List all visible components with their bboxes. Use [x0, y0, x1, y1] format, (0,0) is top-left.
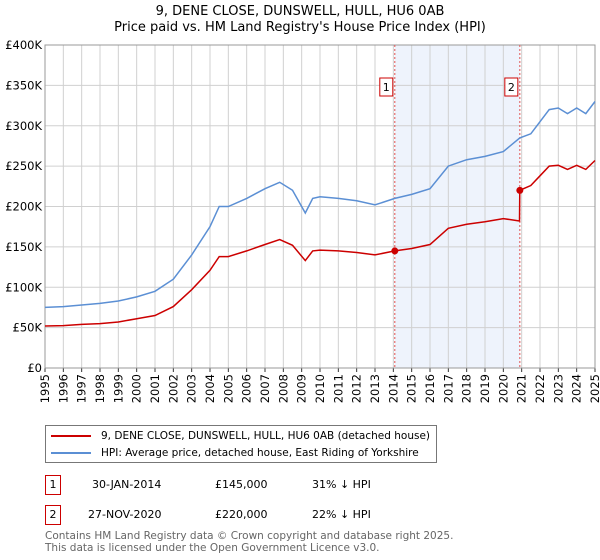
x-tick-label: 2014 [386, 374, 400, 403]
footer: Contains HM Land Registry data © Crown c… [45, 530, 453, 554]
x-tick-label: 2020 [496, 374, 510, 403]
sale-point [391, 247, 399, 255]
chart-title: 9, DENE CLOSE, DUNSWELL, HULL, HU6 0AB [155, 4, 445, 19]
sale-label: 2 [508, 81, 515, 94]
y-tick-label: £50K [13, 321, 43, 335]
x-tick-label: 2017 [441, 374, 455, 403]
y-tick-label: £150K [5, 240, 42, 254]
x-tick-label: 1998 [93, 374, 107, 403]
sale-marker: 1 [45, 475, 61, 495]
x-tick-label: 1999 [111, 374, 125, 403]
plot-frame [44, 44, 596, 369]
x-tick-label: 2011 [331, 374, 345, 403]
x-tick-label: 2015 [405, 374, 419, 403]
legend-label: HPI: Average price, detached house, East… [101, 447, 419, 459]
x-tick-label: 2018 [460, 374, 474, 403]
legend-swatch-red [51, 435, 91, 437]
x-tick-label: 2023 [551, 374, 565, 403]
x-tick-label: 2009 [295, 374, 309, 403]
y-tick-label: £100K [5, 280, 42, 294]
x-tick-label: 2006 [240, 374, 254, 403]
legend-label: 9, DENE CLOSE, DUNSWELL, HULL, HU6 0AB (… [101, 430, 431, 442]
y-tick-label: £400K [5, 38, 42, 52]
x-tick-label: 1995 [38, 374, 52, 403]
x-tick-label: 2024 [570, 374, 584, 403]
x-tick-label: 2005 [221, 374, 235, 403]
x-tick-label: 2012 [350, 374, 364, 403]
series-line [44, 101, 596, 309]
x-tick-label: 2010 [313, 374, 327, 403]
x-tick-label: 2013 [368, 374, 382, 403]
sale-price: £145,000 [215, 478, 268, 491]
y-tick-label: £200K [5, 200, 42, 214]
x-tick-label: 1996 [56, 374, 70, 403]
x-tick-label: 2007 [258, 374, 272, 403]
x-tick-label: 2019 [478, 374, 492, 403]
x-tick-label: 2025 [588, 374, 600, 403]
sale-label: 1 [383, 81, 390, 94]
x-tick-label: 1997 [75, 374, 89, 403]
x-tick-label: 2003 [185, 374, 199, 403]
x-tick-label: 2001 [148, 374, 162, 403]
y-tick-label: £250K [5, 159, 42, 173]
legend-swatch-blue [51, 452, 91, 454]
sale-delta: 22% ↓ HPI [312, 508, 371, 521]
price-chart: 1995 1996 1997 1998 1999 2000 2001 2002 2003 2004… [5, 38, 600, 403]
sale-delta: 31% ↓ HPI [312, 478, 371, 491]
sale-row: 1 30-JAN-2014 £145,000 31% ↓ HPI [45, 475, 445, 495]
legend-item-hpi: HPI: Average price, detached house, East… [51, 445, 419, 461]
x-tick-label: 2022 [533, 374, 547, 403]
sale-marker: 2 [45, 505, 61, 525]
series-line [44, 159, 596, 327]
x-tick-label: 2004 [203, 374, 217, 403]
x-tick-label: 2008 [276, 374, 290, 403]
sale-row: 2 27-NOV-2020 £220,000 22% ↓ HPI [45, 505, 445, 525]
sale-date: 27-NOV-2020 [88, 508, 162, 521]
x-tick-label: 2002 [166, 374, 180, 403]
y-tick-label: £350K [5, 78, 42, 92]
footer-line: Contains HM Land Registry data © Crown c… [45, 530, 454, 542]
y-tick-label: £300K [5, 119, 42, 133]
chart-subtitle: Price paid vs. HM Land Registry's House … [114, 20, 486, 35]
sale-point [516, 186, 524, 194]
sale-label-box [379, 77, 394, 97]
x-tick-label: 2016 [423, 374, 437, 403]
legend: 9, DENE CLOSE, DUNSWELL, HULL, HU6 0AB (… [45, 425, 437, 463]
sale-date: 30-JAN-2014 [92, 478, 162, 491]
x-tick-label: 2021 [515, 374, 529, 403]
x-tick-label: 2000 [130, 374, 144, 403]
y-tick-label: £0 [27, 361, 42, 375]
sale-label-box [504, 77, 519, 97]
legend-item-property: 9, DENE CLOSE, DUNSWELL, HULL, HU6 0AB (… [51, 428, 430, 444]
footer-line: This data is licensed under the Open Gov… [45, 542, 380, 554]
sale-price: £220,000 [215, 508, 268, 521]
